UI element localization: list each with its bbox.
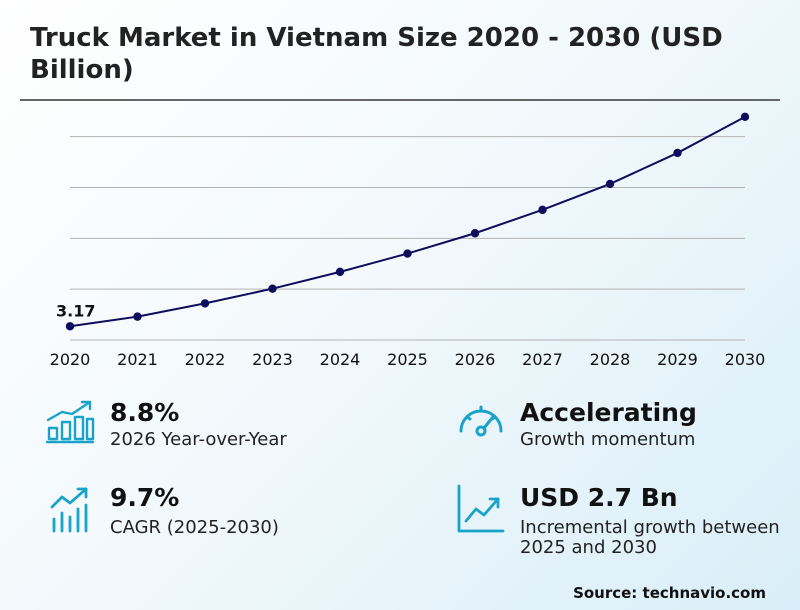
stat-label: 2026 Year-over-Year [110, 429, 287, 450]
source-credit: Source: technavio.com [573, 584, 766, 602]
data-point [200, 299, 210, 308]
data-point [268, 284, 277, 293]
data-point [65, 322, 75, 331]
speedometer-icon [459, 405, 503, 437]
x-tick-label: 2021 [117, 350, 158, 369]
x-tick-label: 2024 [320, 350, 361, 369]
stat-label: Incremental growth between 2025 and 2030 [520, 517, 780, 558]
data-point [335, 267, 345, 277]
stat-label: CAGR (2025-2030) [110, 517, 279, 538]
stat-momentum: Accelerating Growth momentum [456, 398, 776, 458]
data-point [740, 112, 750, 122]
x-tick-label: 2020 [50, 350, 91, 369]
x-tick-label: 2029 [657, 350, 698, 369]
data-label: 3.17 [56, 301, 95, 320]
x-tick-label: 2026 [455, 350, 496, 369]
data-point [605, 179, 615, 189]
stat-value: 9.7% [110, 483, 180, 512]
line-chart: 2020 2021 2022 2023 2024 2025 2026 2027 2028 2029… [50, 112, 766, 369]
data-point [673, 148, 682, 158]
stat-value: USD 2.7 Bn [520, 483, 678, 512]
bar-chart-growth-icon [46, 400, 95, 444]
trend-bars-icon [50, 487, 88, 533]
x-tick-label: 2023 [252, 350, 293, 369]
x-tick-label: 2028 [590, 350, 631, 369]
x-tick-label: 2025 [387, 350, 428, 369]
x-tick-label: 2030 [725, 350, 766, 369]
stat-value: Accelerating [520, 398, 697, 427]
stat-cagr: 9.7% CAGR (2025-2030) [46, 483, 366, 543]
x-tick-label: 2027 [522, 350, 563, 369]
stat-yoy: 8.8% 2026 Year-over-Year [46, 398, 366, 458]
stat-incremental: USD 2.7 Bn Incremental growth between 20… [456, 483, 786, 563]
stat-value: 8.8% [110, 398, 180, 427]
data-point [133, 312, 142, 321]
data-point [538, 205, 547, 215]
data-point [470, 229, 480, 238]
data-point [403, 249, 412, 258]
x-tick-label: 2022 [185, 350, 226, 369]
series-line [69, 115, 746, 328]
line-chart-icon [457, 484, 505, 533]
title-divider [20, 99, 780, 101]
chart-title: Truck Market in Vietnam Size 2020 - 2030… [30, 23, 723, 85]
stat-label: Growth momentum [520, 429, 696, 450]
